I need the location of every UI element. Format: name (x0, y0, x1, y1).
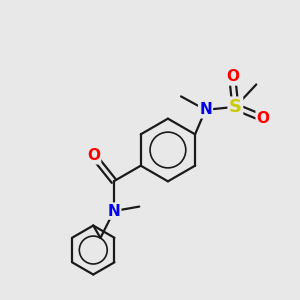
Text: N: N (107, 204, 120, 219)
Text: N: N (199, 102, 212, 117)
Text: S: S (229, 98, 242, 116)
Text: O: O (226, 70, 239, 85)
Text: O: O (257, 111, 270, 126)
Text: O: O (87, 148, 100, 163)
